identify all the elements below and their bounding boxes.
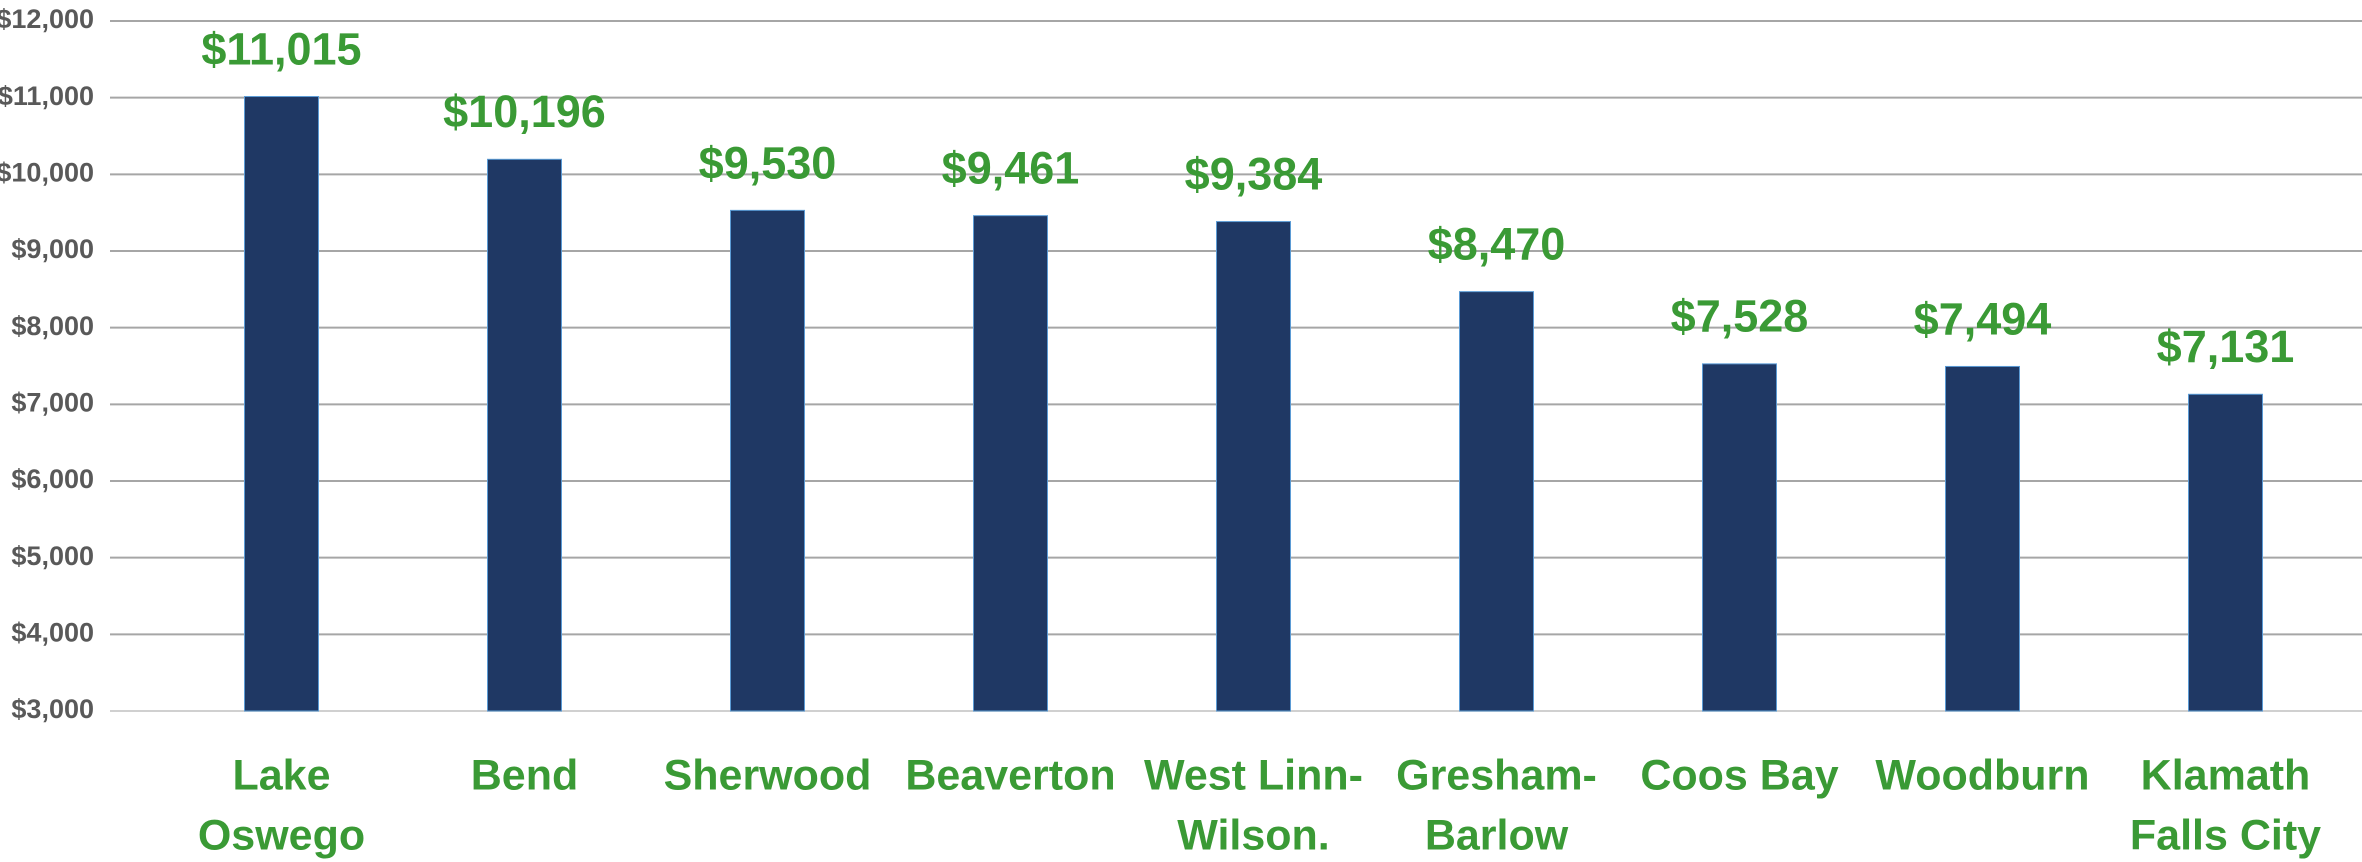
- value-label: $7,494: [1914, 293, 2052, 344]
- y-tick-label: $3,000: [11, 694, 94, 724]
- x-tick-label: Lake: [232, 751, 330, 799]
- y-tick-label: $10,000: [0, 157, 94, 187]
- value-label: $7,131: [2157, 321, 2295, 372]
- bar: [2188, 393, 2263, 712]
- x-tick-label: Wilson.: [1177, 811, 1330, 859]
- y-tick-label: $4,000: [11, 617, 94, 647]
- value-label: $7,528: [1671, 291, 1809, 342]
- x-tick-label: Barlow: [1425, 811, 1569, 859]
- x-tick-label: Beaverton: [905, 751, 1115, 799]
- bar: [487, 158, 562, 712]
- x-tick-label: Woodburn: [1875, 751, 2089, 799]
- bar: [1702, 363, 1777, 712]
- y-tick-label: $12,000: [0, 4, 94, 34]
- value-label: $10,196: [443, 86, 606, 137]
- bar: [973, 215, 1048, 712]
- value-label: $9,461: [942, 143, 1080, 194]
- bar: [244, 96, 319, 712]
- x-tick-label: Klamath: [2141, 751, 2311, 799]
- value-label: $9,384: [1185, 148, 1323, 199]
- x-tick-label: Falls City: [2130, 811, 2321, 859]
- y-tick-label: $7,000: [11, 387, 94, 417]
- x-tick-label: Bend: [471, 751, 579, 799]
- bar: [1216, 221, 1291, 712]
- bar: [1945, 365, 2020, 712]
- bar: [1459, 291, 1534, 712]
- value-label: $11,015: [201, 23, 361, 74]
- x-tick-label: Sherwood: [664, 751, 872, 799]
- y-tick-label: $5,000: [11, 541, 94, 571]
- y-tick-label: $11,000: [0, 81, 94, 111]
- value-label: $9,530: [699, 137, 837, 188]
- y-tick-label: $6,000: [11, 464, 94, 494]
- y-tick-label: $9,000: [11, 234, 94, 264]
- bar: [730, 209, 805, 712]
- x-tick-label: West Linn-: [1144, 751, 1363, 799]
- x-tick-label: Coos Bay: [1640, 751, 1838, 799]
- x-tick-label: Gresham-: [1396, 751, 1597, 799]
- value-label: $8,470: [1428, 219, 1566, 270]
- x-tick-label: Oswego: [198, 811, 365, 859]
- y-tick-label: $8,000: [11, 311, 94, 341]
